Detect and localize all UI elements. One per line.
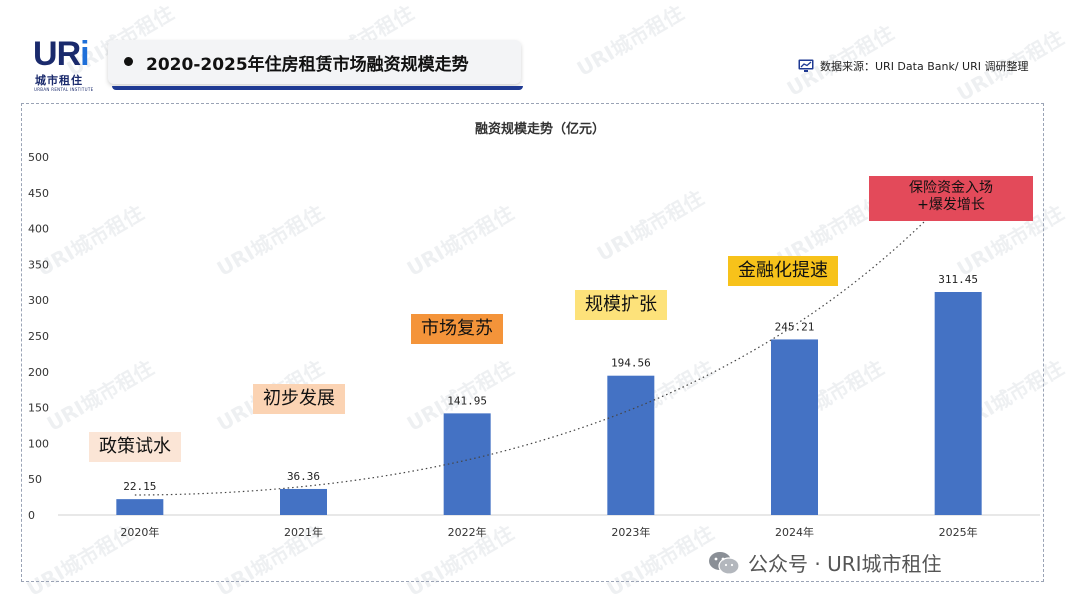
bullet-icon <box>124 57 133 66</box>
wechat-icon <box>709 552 740 575</box>
bar <box>116 499 164 515</box>
y-tick-label: 50 <box>28 473 42 486</box>
y-tick-label: 400 <box>28 223 49 236</box>
title-bar: 2020-2025年住房租赁市场融资规模走势 <box>108 40 523 90</box>
data-label: 22.15 <box>123 480 156 493</box>
y-tick-label: 250 <box>28 330 49 343</box>
y-tick-label: 500 <box>28 151 49 164</box>
footer-account: 公众号 · URI城市租住 <box>708 548 942 577</box>
stage-label-2025-line2: +爆发增长 <box>917 197 985 213</box>
logo-cn-name: 城市租住 <box>35 74 83 87</box>
x-tick-label: 2020年 <box>120 525 159 539</box>
x-tick-label: 2024年 <box>775 525 814 539</box>
y-tick-label: 450 <box>28 187 49 200</box>
logo-mark: URi <box>33 35 90 73</box>
y-tick-label: 150 <box>28 402 49 415</box>
source-text: 数据来源：URI Data Bank/ URI 调研整理 <box>820 60 1029 73</box>
uri-logo: URi 城市租住 URBAN RENTAL INSTITUTE <box>30 36 102 92</box>
monitor-chart-icon <box>798 59 814 72</box>
stage-label-2024: 金融化提速 <box>728 256 838 286</box>
bar <box>607 375 655 515</box>
data-label: 194.56 <box>611 357 651 370</box>
stage-label-2021: 初步发展 <box>253 384 345 414</box>
data-label: 36.36 <box>287 470 320 483</box>
bar <box>771 339 818 515</box>
stage-label-2020: 政策试水 <box>89 432 181 462</box>
chart-frame <box>21 103 1044 582</box>
source-note: 数据来源：URI Data Bank/ URI 调研整理 <box>798 58 1028 74</box>
bar <box>443 413 491 515</box>
footer-text: 公众号 · URI城市租住 <box>748 552 942 576</box>
stage-label-2025-line1: 保险资金入场 <box>909 180 993 196</box>
y-tick-label: 350 <box>28 258 49 271</box>
y-tick-label: 100 <box>28 437 49 450</box>
page-title: 2020-2025年住房租赁市场融资规模走势 <box>146 55 469 75</box>
x-tick-label: 2021年 <box>284 525 323 539</box>
x-tick-label: 2025年 <box>939 525 978 539</box>
data-label: 141.95 <box>447 394 487 407</box>
trend-line <box>134 202 944 496</box>
chart-title: 融资规模走势（亿元） <box>474 122 605 137</box>
data-label: 245.21 <box>775 320 815 333</box>
stage-label-2022: 市场复苏 <box>411 314 503 344</box>
bar <box>280 488 327 515</box>
bar <box>934 292 982 515</box>
x-tick-label: 2023年 <box>611 525 650 539</box>
data-label: 311.45 <box>938 273 978 286</box>
logo-en-name: URBAN RENTAL INSTITUTE <box>34 87 94 92</box>
stage-label-2023: 规模扩张 <box>575 290 667 320</box>
y-tick-label: 300 <box>28 294 49 307</box>
stage-label-2025: 保险资金入场 +爆发增长 <box>869 176 1033 221</box>
x-tick-label: 2022年 <box>448 525 487 539</box>
y-tick-label: 0 <box>28 509 35 522</box>
y-tick-label: 200 <box>28 366 49 379</box>
